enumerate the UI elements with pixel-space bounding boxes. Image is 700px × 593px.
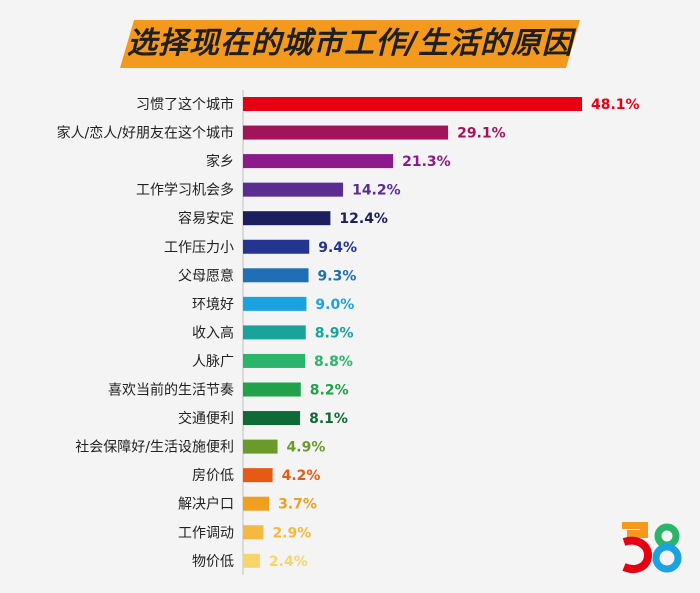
bar <box>243 496 270 511</box>
chart-title: 选择现在的城市工作/生活的原因 <box>127 26 573 61</box>
category-label: 社会保障好/生活设施便利 <box>75 440 234 456</box>
bar <box>243 154 394 169</box>
category-label: 家人/恋人/好朋友在这个城市 <box>57 125 234 142</box>
value-label: 4.2% <box>282 468 321 484</box>
bar <box>243 125 449 140</box>
value-label: 9.4% <box>318 240 357 256</box>
value-label: 4.9% <box>287 440 326 456</box>
value-label: 9.3% <box>318 268 357 284</box>
bar <box>243 439 278 454</box>
bar <box>243 553 260 568</box>
bar <box>243 268 309 283</box>
value-label: 8.8% <box>314 354 353 370</box>
bar <box>243 411 301 426</box>
title-banner: 选择现在的城市工作/生活的原因 <box>120 18 580 70</box>
value-label: 29.1% <box>457 126 506 142</box>
bar <box>243 525 264 540</box>
logo-digit-5-top <box>622 522 648 539</box>
value-label: 12.4% <box>339 211 388 227</box>
bar <box>243 468 273 483</box>
value-label: 2.4% <box>269 554 308 570</box>
category-label: 习惯了这个城市 <box>136 96 234 113</box>
category-label: 物价低 <box>192 554 234 570</box>
value-label: 8.9% <box>315 325 354 341</box>
bar <box>243 211 331 226</box>
logo-digit-8-top <box>654 523 680 549</box>
category-label: 收入高 <box>192 324 234 341</box>
bar <box>243 296 307 311</box>
bar <box>243 382 301 397</box>
category-label: 工作调动 <box>178 525 234 541</box>
category-label: 环境好 <box>192 297 234 313</box>
category-label: 交通便利 <box>178 410 234 427</box>
category-label: 喜欢当前的生活节奏 <box>108 382 234 399</box>
value-label: 9.0% <box>315 297 354 313</box>
title-banner-background <box>120 20 580 68</box>
category-label: 容易安定 <box>178 210 234 227</box>
value-label: 3.7% <box>278 497 317 513</box>
bar <box>243 353 306 368</box>
value-label: 2.9% <box>272 525 311 541</box>
bar <box>243 239 310 254</box>
logo-digit-5-bottom <box>622 536 653 573</box>
value-label: 21.3% <box>402 154 451 170</box>
category-label: 父母愿意 <box>178 267 234 284</box>
category-label: 工作学习机会多 <box>136 182 234 199</box>
value-label: 8.2% <box>310 383 349 399</box>
category-label: 人脉广 <box>192 354 234 370</box>
banner-shape <box>120 20 580 68</box>
brand-logo-58 <box>622 522 682 573</box>
category-label: 解决户口 <box>178 496 234 513</box>
value-label: 14.2% <box>352 183 401 199</box>
bar <box>243 182 344 197</box>
category-label: 房价低 <box>192 468 234 484</box>
logo-digit-8-bottom <box>652 543 682 573</box>
value-label: 8.1% <box>309 411 348 427</box>
bar <box>243 97 582 111</box>
category-label: 家乡 <box>206 153 234 170</box>
value-label: 48.1% <box>591 97 640 113</box>
category-label: 工作压力小 <box>164 240 234 256</box>
bar <box>243 325 306 340</box>
